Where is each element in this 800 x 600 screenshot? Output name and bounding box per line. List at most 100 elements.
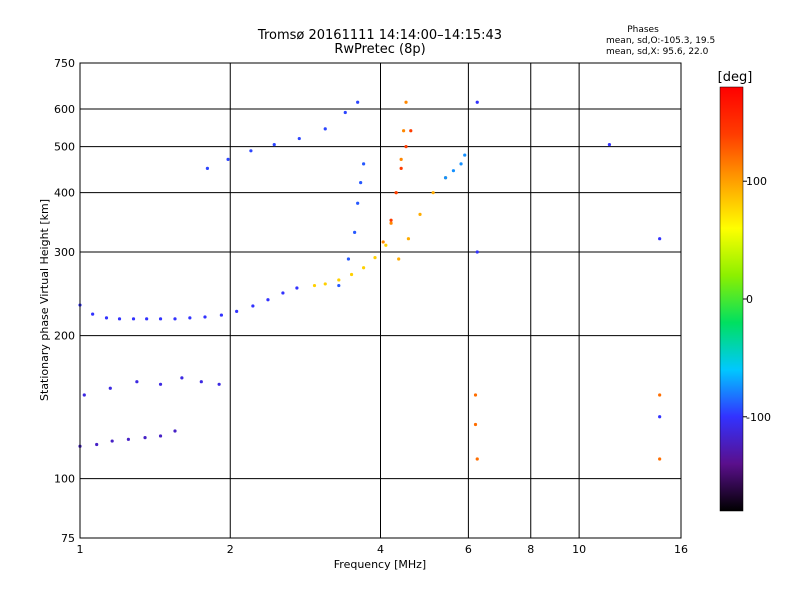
- x-tick-label: 2: [227, 543, 234, 556]
- y-tick-label: 300: [54, 246, 75, 259]
- data-point: [389, 221, 393, 225]
- data-point: [362, 162, 366, 166]
- plot-frame: [79, 62, 682, 539]
- data-point: [658, 457, 662, 461]
- data-point: [473, 393, 478, 397]
- x-tick-label: 8: [527, 543, 534, 556]
- data-point: [110, 439, 114, 443]
- y-tick-label: 600: [54, 103, 75, 116]
- data-point: [356, 100, 360, 104]
- data-point: [404, 145, 408, 149]
- chart-title: Tromsø 20161111 14:14:00–14:15:43: [257, 28, 502, 43]
- data-point: [459, 162, 463, 166]
- data-point: [272, 142, 276, 147]
- data-point: [173, 317, 177, 321]
- data-point: [373, 255, 377, 260]
- colorbar-ticks: 100 0 -100: [743, 175, 771, 424]
- data-point: [217, 382, 221, 386]
- data-point: [381, 240, 385, 244]
- y-tick-label: 500: [54, 141, 75, 154]
- chart-subtitle: RwPretec (8p): [334, 42, 425, 57]
- data-point: [104, 316, 109, 320]
- data-point: [399, 157, 403, 162]
- colorbar-tick-label: -100: [746, 411, 771, 424]
- data-point: [399, 166, 403, 170]
- data-point: [337, 283, 341, 288]
- data-point: [384, 243, 388, 247]
- data-point: [451, 169, 456, 173]
- y-tick-label: 750: [54, 57, 75, 70]
- y-tick-label: 400: [54, 187, 75, 200]
- data-point: [475, 457, 479, 461]
- y-tick-label: 100: [54, 473, 75, 486]
- data-point: [658, 237, 662, 241]
- data-point: [199, 380, 203, 384]
- y-tick-label: 75: [61, 532, 75, 545]
- x-axis-label: Frequency [MHz]: [334, 558, 426, 571]
- data-point: [658, 393, 662, 397]
- data-point: [295, 286, 299, 290]
- data-point: [323, 282, 327, 286]
- data-point: [180, 376, 184, 380]
- data-point: [235, 309, 239, 313]
- data-point: [349, 272, 354, 277]
- data-point: [158, 317, 163, 321]
- data-point: [406, 237, 411, 241]
- data-point: [173, 429, 177, 433]
- data-point: [397, 257, 401, 261]
- data-point: [117, 317, 122, 321]
- data-point: [323, 127, 327, 131]
- data-point: [203, 315, 207, 319]
- gridlines: [80, 63, 681, 538]
- data-point: [443, 176, 448, 180]
- data-point: [145, 317, 149, 321]
- data-point: [409, 129, 413, 133]
- data-points: [78, 100, 662, 461]
- data-point: [281, 291, 285, 295]
- data-point: [343, 110, 347, 115]
- data-point: [362, 266, 366, 270]
- data-point: [337, 278, 341, 282]
- data-point: [475, 250, 479, 254]
- colorbar-label: [deg]: [718, 70, 753, 85]
- data-point: [607, 142, 612, 147]
- data-point: [418, 212, 422, 217]
- data-point: [158, 382, 163, 386]
- data-point: [297, 136, 301, 141]
- axis-ticks: 1 2 4 6 8 10 16 75 100 200 300 400 500 600 750: [54, 57, 688, 556]
- data-point: [356, 201, 360, 205]
- data-point: [126, 437, 130, 441]
- colorbar: [719, 86, 744, 512]
- data-point: [312, 283, 317, 288]
- y-tick-label: 200: [54, 330, 75, 343]
- phase-info-o-mode: mean, sd,O:-105.3, 19.5: [606, 36, 715, 46]
- phase-info-x-mode: mean, sd,X: 95.6, 22.0: [606, 47, 709, 57]
- data-point: [82, 393, 86, 397]
- data-point: [463, 153, 467, 157]
- data-point: [143, 436, 147, 440]
- data-point: [91, 312, 95, 316]
- y-axis-label: Stationary phase Virtual Height [km]: [38, 199, 51, 401]
- data-point: [394, 191, 398, 195]
- phase-info-heading: Phases: [627, 25, 659, 35]
- data-point: [95, 442, 99, 447]
- data-point: [404, 100, 408, 104]
- x-tick-label: 4: [377, 543, 384, 556]
- data-point: [346, 257, 351, 261]
- x-tick-label: 1: [77, 543, 84, 556]
- data-point: [108, 386, 112, 390]
- data-point: [359, 181, 363, 185]
- data-point: [389, 218, 393, 222]
- x-tick-label: 10: [572, 543, 586, 556]
- data-point: [226, 157, 230, 162]
- data-point: [353, 230, 357, 234]
- data-point: [135, 380, 139, 384]
- data-point: [402, 129, 406, 133]
- data-point: [205, 166, 210, 170]
- x-tick-label: 6: [465, 543, 472, 556]
- data-point: [158, 434, 163, 438]
- data-point: [473, 422, 478, 427]
- data-point: [266, 298, 270, 302]
- colorbar-tick-label: 0: [746, 293, 753, 306]
